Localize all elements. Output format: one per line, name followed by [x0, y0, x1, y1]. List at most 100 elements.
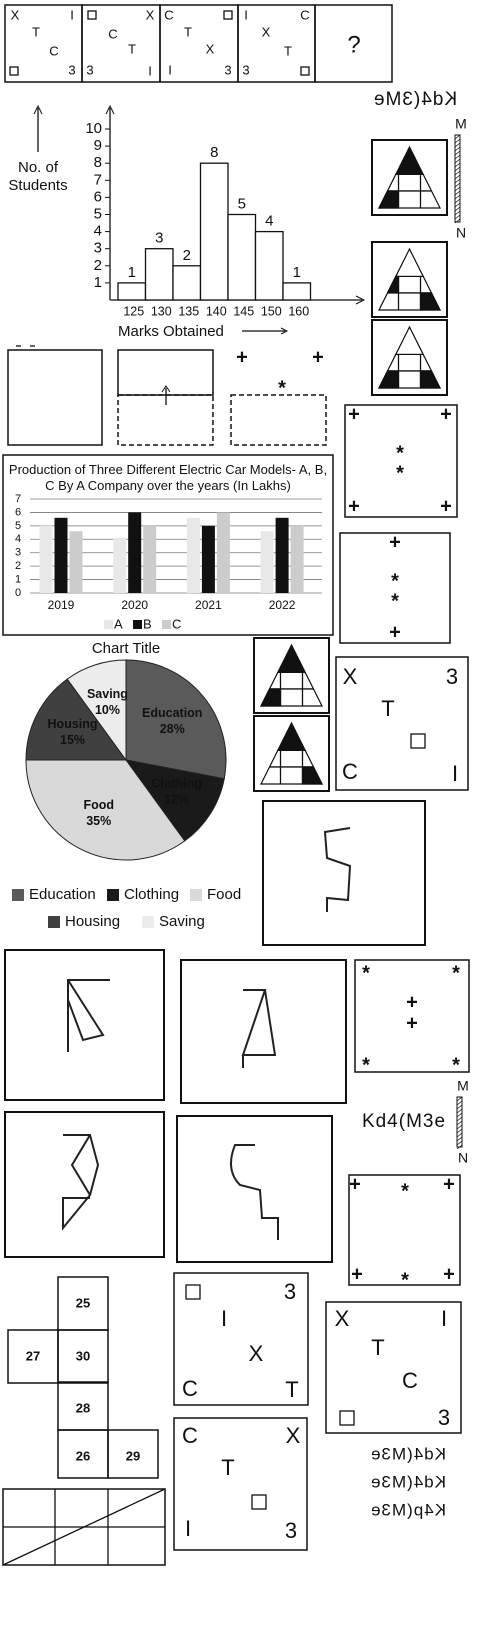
series-symbol: I: [148, 63, 152, 78]
line: [454, 186, 461, 192]
y-tick-label: 1: [94, 274, 102, 291]
figure-symbol: C: [182, 1376, 198, 1401]
line: [456, 1132, 463, 1138]
legend-swatch: [133, 620, 142, 629]
figure-symbol: X: [286, 1423, 301, 1448]
x-tick-label: 125: [123, 304, 144, 318]
triangle-part: [260, 688, 282, 707]
y-tick-label: 4: [15, 533, 21, 545]
bar: [117, 282, 147, 301]
y-tick-label: 1: [15, 573, 21, 585]
line: [454, 158, 461, 164]
data-label: 1: [293, 264, 301, 281]
series-symbol: I: [70, 7, 74, 22]
figure-symbol: X: [335, 1306, 350, 1331]
line: [456, 1096, 463, 1102]
frame: [300, 66, 310, 76]
line: [454, 202, 461, 208]
line: [456, 1112, 463, 1118]
frame: [335, 656, 469, 791]
figure-symbol: X: [249, 1341, 264, 1366]
triangle-part: [419, 370, 441, 389]
frame: [173, 1272, 309, 1406]
mirror-option: Kd4(M3e: [370, 1444, 446, 1463]
triangle-part: [419, 292, 441, 311]
frame: [7, 349, 103, 446]
figure-symbol: C: [402, 1368, 418, 1393]
line: [456, 1128, 463, 1134]
triangle-part: [394, 325, 425, 356]
frame: [348, 1174, 461, 1286]
x-tick-label: 160: [288, 304, 309, 318]
frame: [339, 1410, 355, 1426]
slice-value: 28%: [160, 722, 185, 736]
frame: [230, 394, 327, 446]
legend-swatch: [48, 916, 60, 928]
series-symbol: 3: [242, 62, 249, 77]
figure-symbol: T: [381, 696, 394, 721]
data-label: 8: [210, 144, 218, 161]
y-tick-label: 2: [94, 257, 102, 274]
x-tick-label: 150: [261, 304, 282, 318]
mirrored: Kd4(M3e: [370, 1444, 446, 1463]
figure-symbol: +: [443, 1173, 455, 1195]
frame: [7, 1329, 59, 1384]
line: [454, 194, 461, 200]
bar: [186, 517, 200, 593]
figure-symbol: *: [391, 570, 399, 592]
net-number: 26: [76, 1448, 90, 1463]
x-tick-label: 2022: [269, 598, 296, 612]
figure-symbol: 3: [446, 664, 458, 689]
line: [454, 206, 461, 212]
net-number: 29: [126, 1448, 140, 1463]
y-tick-label: 8: [94, 154, 102, 171]
line: [454, 190, 461, 196]
y-tick-label: 10: [85, 120, 102, 137]
frame: [314, 4, 393, 83]
line: [454, 154, 461, 160]
slice-value: 10%: [95, 703, 120, 717]
chart-title: Chart Title: [92, 640, 160, 657]
line: [454, 214, 461, 220]
mirrored: Kd4(M3e: [370, 1472, 446, 1491]
legend-label: A: [114, 616, 123, 631]
slice-label: Food: [83, 798, 114, 812]
figure-symbol: *: [401, 1180, 409, 1202]
line: [456, 1104, 463, 1110]
line: [454, 142, 461, 148]
figure-symbol: +: [406, 991, 418, 1013]
line: [454, 146, 461, 152]
line: [456, 1124, 463, 1130]
triangle-part: [301, 766, 323, 785]
y-tick-label: 9: [94, 137, 102, 154]
figure-symbol: *: [362, 962, 370, 984]
frame: [253, 637, 330, 714]
series-symbol: C: [300, 7, 309, 22]
pie-slice: [125, 659, 227, 780]
bar: [260, 531, 274, 593]
triangle-part: [394, 145, 425, 176]
line: [454, 166, 461, 172]
figure-symbol: +: [236, 346, 248, 368]
y-tick-label: 0: [15, 587, 21, 599]
legend-label: Education: [29, 886, 96, 903]
frame: [339, 532, 451, 644]
y-tick-label: 7: [94, 171, 102, 188]
series-symbol: ?: [347, 31, 360, 58]
series-symbol: C: [108, 26, 117, 41]
figure-symbol: C: [342, 759, 358, 784]
line: [454, 134, 461, 140]
series-symbol: C: [49, 43, 58, 58]
figure-symbol: *: [396, 442, 404, 464]
figure-symbol: *: [391, 590, 399, 612]
arrow-head: [280, 327, 289, 335]
figure-line: [230, 1144, 279, 1240]
figure-symbol: *: [452, 962, 460, 984]
legend-swatch: [12, 889, 24, 901]
mirror-end: N: [458, 1150, 468, 1166]
figure-symbol: *: [452, 1054, 460, 1076]
triangle-part: [276, 721, 307, 752]
bar: [216, 512, 230, 593]
legend-label: Food: [207, 886, 241, 903]
